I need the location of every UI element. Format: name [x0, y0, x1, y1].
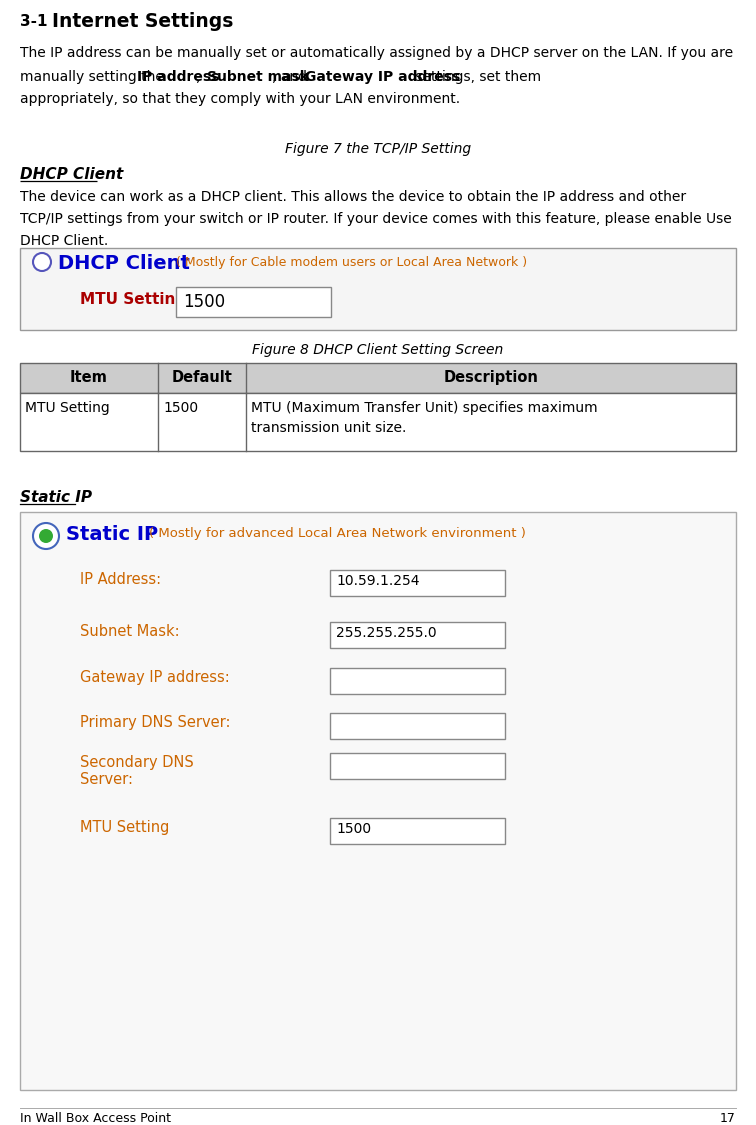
Text: IP Address:: IP Address:	[80, 572, 161, 587]
Text: Figure 8 DHCP Client Setting Screen: Figure 8 DHCP Client Setting Screen	[253, 343, 503, 357]
Text: 255.255.255.0: 255.255.255.0	[336, 626, 437, 640]
Text: TCP/IP settings from your switch or IP router. If your device comes with this fe: TCP/IP settings from your switch or IP r…	[20, 212, 732, 226]
Text: The device can work as a DHCP client. This allows the device to obtain the IP ad: The device can work as a DHCP client. Th…	[20, 190, 686, 204]
Bar	[20, 248, 736, 330]
Bar	[20, 512, 736, 1090]
Text: The IP address can be manually set or automatically assigned by a DHCP server on: The IP address can be manually set or au…	[20, 46, 733, 60]
Text: DHCP Client: DHCP Client	[58, 254, 190, 273]
Circle shape	[33, 523, 59, 549]
Text: , and: , and	[271, 70, 311, 84]
Text: Secondary DNS
Server:: Secondary DNS Server:	[80, 755, 194, 787]
Text: Primary DNS Server:: Primary DNS Server:	[80, 716, 231, 730]
Text: MTU Setting: MTU Setting	[25, 400, 110, 415]
Text: DHCP Client: DHCP Client	[20, 166, 123, 182]
Text: Description: Description	[444, 370, 538, 385]
Text: ( Mostly for Cable modem users or Local Area Network ): ( Mostly for Cable modem users or Local …	[176, 256, 527, 269]
Bar	[330, 713, 505, 739]
Text: 1500: 1500	[336, 822, 371, 836]
Text: Figure 7 the TCP/IP Setting: Figure 7 the TCP/IP Setting	[285, 142, 471, 156]
Text: Internet Settings: Internet Settings	[52, 12, 234, 32]
Text: DHCP Client.: DHCP Client.	[20, 234, 108, 248]
Text: Static IP: Static IP	[66, 525, 158, 544]
Text: MTU (Maximum Transfer Unit) specifies maximum: MTU (Maximum Transfer Unit) specifies ma…	[251, 400, 598, 415]
Bar	[330, 753, 505, 778]
Bar	[20, 393, 736, 451]
Text: transmission unit size.: transmission unit size.	[251, 421, 407, 435]
Text: Static IP: Static IP	[20, 490, 92, 505]
Bar	[330, 668, 505, 694]
Text: MTU Setting: MTU Setting	[80, 820, 169, 835]
Bar	[20, 363, 736, 393]
Bar	[176, 287, 331, 317]
Bar	[330, 818, 505, 844]
Text: appropriately, so that they comply with your LAN environment.: appropriately, so that they comply with …	[20, 92, 460, 106]
Text: ( Mostly for advanced Local Area Network environment ): ( Mostly for advanced Local Area Network…	[149, 526, 526, 540]
Bar	[330, 570, 505, 596]
Circle shape	[39, 529, 53, 543]
Text: 1500: 1500	[163, 400, 198, 415]
Text: In Wall Box Access Point: In Wall Box Access Point	[20, 1112, 171, 1125]
Text: Subnet mask: Subnet mask	[206, 70, 308, 84]
Text: manually setting the: manually setting the	[20, 70, 169, 84]
Text: 10.59.1.254: 10.59.1.254	[336, 574, 420, 588]
Text: 3-1: 3-1	[20, 14, 48, 29]
Text: 1500: 1500	[183, 292, 225, 310]
Text: 17: 17	[720, 1112, 736, 1125]
Text: Subnet Mask:: Subnet Mask:	[80, 624, 180, 639]
Text: Gateway IP address: Gateway IP address	[305, 70, 460, 84]
Text: Default: Default	[172, 370, 232, 385]
Text: settings, set them: settings, set them	[411, 70, 541, 84]
Text: ,: ,	[196, 70, 204, 84]
Circle shape	[33, 253, 51, 271]
Text: IP address: IP address	[137, 70, 219, 84]
Bar	[330, 622, 505, 648]
Text: Gateway IP address:: Gateway IP address:	[80, 670, 230, 685]
Text: MTU Setting: MTU Setting	[80, 292, 186, 307]
Text: Item: Item	[70, 370, 108, 385]
